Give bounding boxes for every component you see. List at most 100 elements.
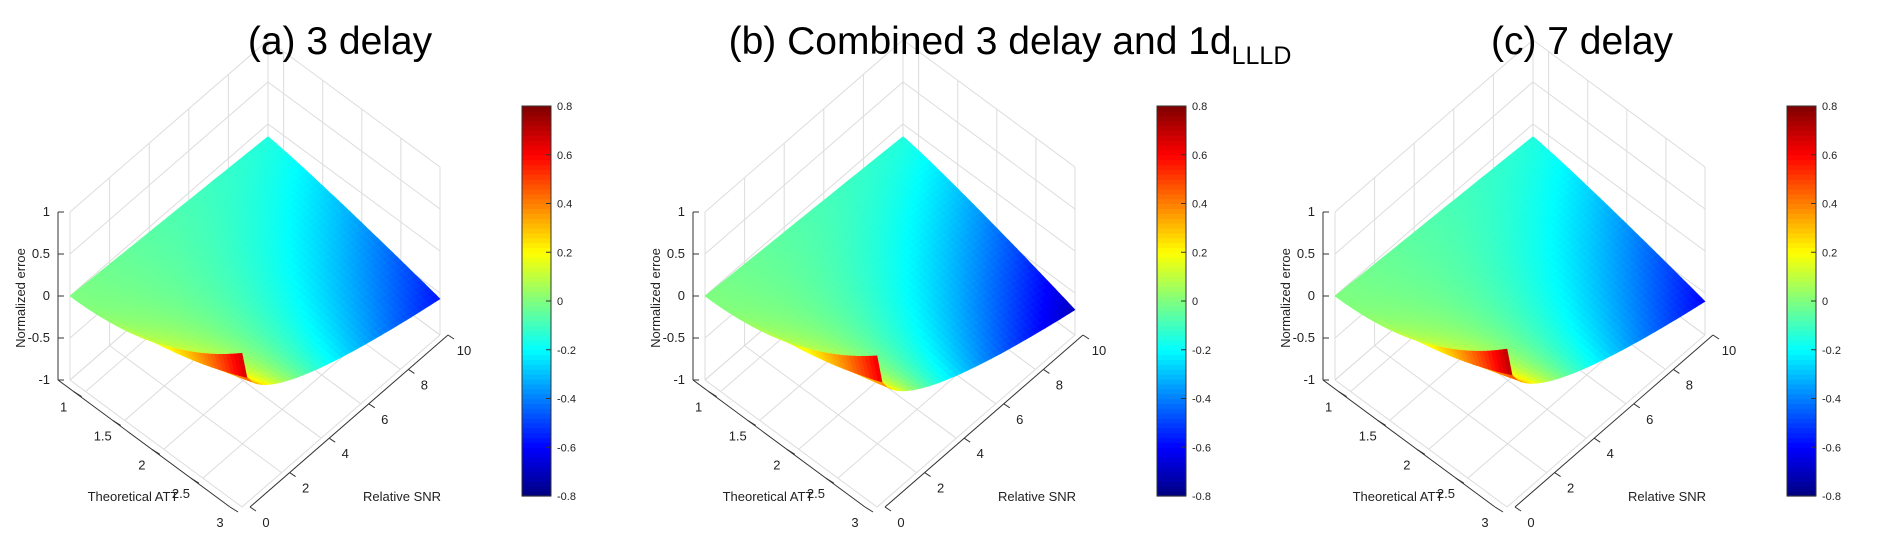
colorbar-swatch	[1157, 271, 1186, 278]
x-tick-label: 2	[773, 457, 780, 472]
grid-line	[241, 334, 441, 508]
x-tick	[786, 448, 796, 455]
colorbar-swatch	[522, 130, 551, 136]
colorbar-swatch	[1157, 208, 1186, 214]
colorbar-swatch	[1157, 169, 1186, 175]
colorbar-swatch	[522, 422, 551, 429]
y-tick-label: 10	[457, 343, 471, 358]
colorbar-swatch	[1157, 286, 1186, 292]
x-axis-line	[57, 379, 231, 508]
colorbar-swatch	[522, 140, 551, 146]
colorbar-swatch	[522, 198, 551, 205]
colorbar-swatch	[1157, 213, 1186, 219]
colorbar-swatch	[1157, 106, 1186, 112]
panel-title: (a) 3 delay	[248, 20, 433, 63]
colorbar-swatch	[522, 354, 551, 361]
colorbar-swatch	[522, 335, 551, 341]
x-tick-label: 1	[60, 400, 67, 415]
colorbar-tick-label: 0.6	[1192, 150, 1207, 162]
colorbar-tick-label: -0.2	[1192, 345, 1211, 357]
z-tick-label: 0.5	[32, 246, 50, 261]
z-tick-label: 0	[43, 288, 50, 303]
colorbar-tick-label: -0.8	[557, 491, 576, 503]
y-tick	[249, 506, 257, 512]
colorbar-swatch	[522, 169, 551, 175]
colorbar-swatch	[522, 115, 551, 122]
colorbar-tick-label: 0	[557, 296, 563, 308]
z-axis-label: Normalized erroe	[13, 248, 28, 348]
colorbar-swatch	[522, 383, 551, 390]
colorbar-swatch	[522, 203, 551, 209]
grid-line	[704, 379, 878, 508]
y-tick-label: 6	[1016, 412, 1023, 427]
grid-line	[69, 39, 269, 213]
colorbar-swatch	[1157, 471, 1186, 478]
colorbar-swatch	[522, 388, 551, 395]
grid-line	[109, 345, 282, 474]
colorbar-swatch	[522, 213, 551, 219]
colorbar-swatch	[522, 252, 551, 258]
colorbar-swatch	[522, 305, 551, 312]
colorbar-swatch	[522, 296, 551, 302]
colorbar-swatch	[1157, 437, 1186, 443]
colorbar-swatch	[522, 398, 551, 404]
surface	[1334, 136, 1706, 384]
colorbar-swatch	[1157, 232, 1186, 239]
colorbar-tick-label: 0.2	[1192, 247, 1207, 259]
z-tick-label: 0.5	[667, 246, 685, 261]
colorbar-swatch	[522, 184, 551, 190]
grid-line	[902, 123, 1076, 252]
colorbar-tick-label: -0.2	[557, 345, 576, 357]
x-tick	[825, 477, 835, 484]
colorbar-swatch	[1157, 330, 1186, 336]
colorbar: -0.8-0.6-0.4-0.200.20.40.60.8	[1156, 101, 1211, 503]
colorbar-swatch	[522, 418, 551, 424]
colorbar-swatch	[522, 325, 551, 331]
colorbar-swatch	[522, 135, 551, 141]
colorbar-swatch	[522, 364, 551, 370]
y-tick-label: 10	[1092, 343, 1106, 358]
colorbar-swatch	[1157, 242, 1186, 248]
x-tick-label: 1.5	[729, 428, 747, 443]
colorbar-swatch	[522, 286, 551, 292]
grid-line	[69, 123, 269, 297]
colorbar-tick-label: -0.6	[1192, 442, 1211, 454]
colorbar-swatch	[1157, 110, 1186, 117]
colorbar-swatch	[1157, 486, 1186, 492]
colorbar-swatch	[1157, 115, 1186, 122]
y-tick-label: 2	[302, 481, 309, 496]
y-tick	[963, 437, 971, 443]
colorbar-swatch	[522, 227, 551, 234]
surface	[704, 136, 1076, 392]
colorbar-swatch	[522, 369, 551, 375]
colorbar-swatch	[1157, 374, 1186, 380]
z-tick-label: -1	[38, 372, 50, 387]
y-tick	[924, 472, 931, 478]
colorbar-swatch	[1157, 447, 1186, 453]
colorbar-swatch	[1157, 359, 1186, 365]
x-tick	[112, 419, 121, 426]
x-axis-label: Theoretical ATT	[88, 489, 179, 504]
grid-line	[744, 345, 917, 474]
colorbar-tick-label: 0.8	[557, 101, 572, 113]
colorbar-swatch	[522, 262, 551, 268]
y-tick-label: 2	[937, 481, 944, 496]
colorbar: -0.8-0.6-0.4-0.200.20.40.60.8	[521, 101, 576, 503]
colorbar-swatch	[522, 257, 551, 263]
colorbar-swatch	[522, 174, 551, 180]
colorbar-swatch	[522, 281, 551, 287]
colorbar-swatch	[522, 271, 551, 278]
y-tick	[368, 403, 376, 409]
colorbar-swatch	[1157, 418, 1186, 424]
surface	[69, 136, 441, 385]
colorbar-swatch	[1157, 452, 1186, 458]
y-axis-label: Relative SNR	[363, 489, 441, 504]
colorbar-swatch	[1157, 164, 1186, 170]
colorbar-swatch	[522, 159, 551, 166]
colorbar-tick-label: -0.6	[557, 442, 576, 454]
